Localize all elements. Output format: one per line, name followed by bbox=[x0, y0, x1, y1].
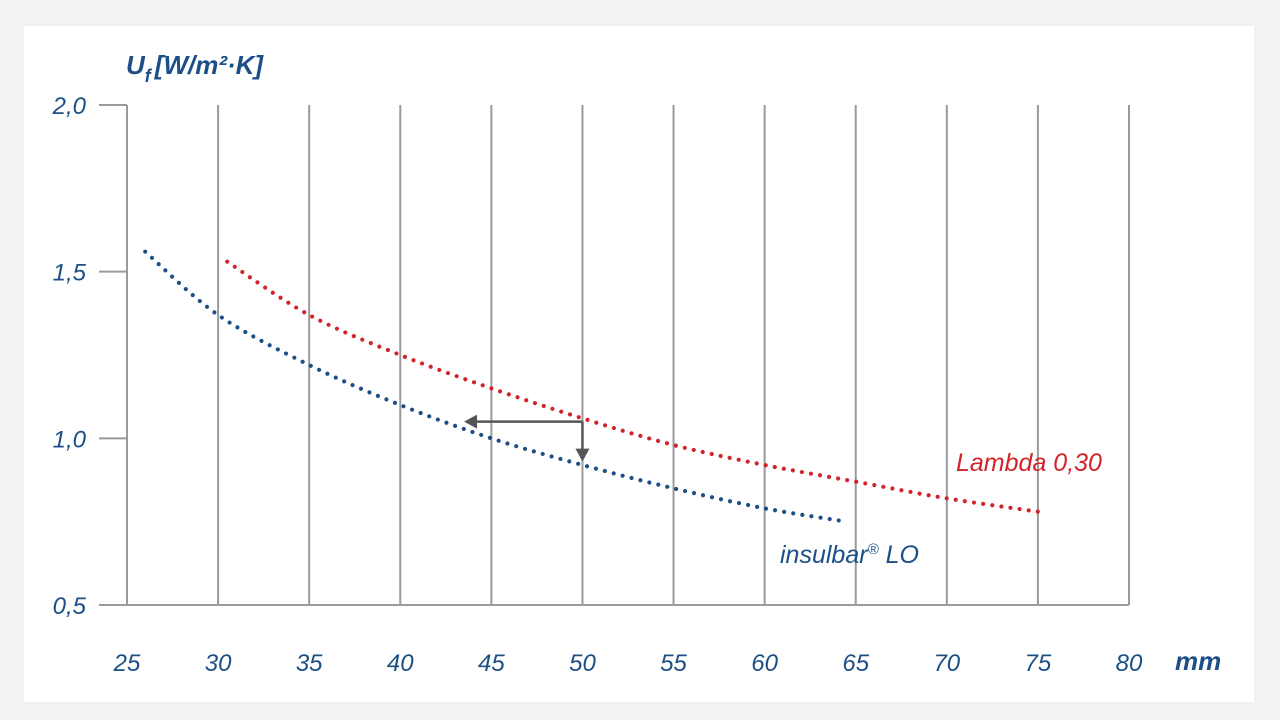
x-tick-label-25: 25 bbox=[113, 650, 141, 677]
x-tick-label-80: 80 bbox=[1116, 650, 1143, 677]
annotation bbox=[464, 414, 590, 462]
x-tick-label-35: 35 bbox=[296, 650, 323, 677]
y-tick-label-0,5: 0,5 bbox=[53, 593, 87, 620]
x-tick-label-40: 40 bbox=[387, 650, 414, 677]
y-axis-unit: [W/m²·K] bbox=[154, 50, 265, 80]
y-axis-title: Uf [W/m²·K] bbox=[126, 50, 264, 86]
x-tick-label-50: 50 bbox=[569, 650, 596, 677]
y-axis-subscript: f bbox=[145, 66, 153, 86]
series-line-1 bbox=[143, 249, 849, 524]
series-label-lambda: Lambda 0,30 bbox=[956, 449, 1102, 477]
y-tick-label-1,0: 1,0 bbox=[53, 426, 87, 453]
series-layer bbox=[143, 249, 1041, 524]
x-tick-label-70: 70 bbox=[933, 650, 960, 677]
x-axis-unit: mm bbox=[1175, 646, 1221, 676]
chart-card: 25 30 35 40 45 50 55 60 65 70 75 80 0,5 1,0 1,5 2,0 Uf[… bbox=[24, 26, 1254, 702]
y-axis-symbol: U bbox=[126, 50, 146, 80]
x-tick-label-30: 30 bbox=[205, 650, 232, 677]
x-tick-label-45: 45 bbox=[478, 650, 505, 677]
y-tick-label-2,0: 2,0 bbox=[52, 93, 87, 120]
insulbar-suffix: LO bbox=[879, 541, 919, 569]
registered-mark: ® bbox=[868, 541, 880, 558]
tick-labels: 25 30 35 40 45 50 55 60 65 70 75 80 0,5 1,0 1,5 2,0 bbox=[52, 93, 1143, 677]
x-tick-label-65: 65 bbox=[842, 650, 869, 677]
series-line-0 bbox=[225, 259, 1041, 514]
uf-chart: 25 30 35 40 45 50 55 60 65 70 75 80 0,5 1,0 1,5 2,0 Uf[… bbox=[52, 50, 1222, 677]
annotation-left-arrowhead bbox=[464, 414, 478, 429]
grid bbox=[99, 104, 1130, 606]
annotation-down-arrowhead bbox=[575, 448, 590, 462]
x-tick-label-55: 55 bbox=[660, 650, 687, 677]
series-label-insulbar: insulbar® LO bbox=[780, 541, 919, 569]
insulbar-name: insulbar bbox=[780, 541, 869, 569]
y-tick-label-1,5: 1,5 bbox=[53, 260, 87, 287]
x-tick-label-75: 75 bbox=[1025, 650, 1052, 677]
x-tick-label-60: 60 bbox=[751, 650, 778, 677]
